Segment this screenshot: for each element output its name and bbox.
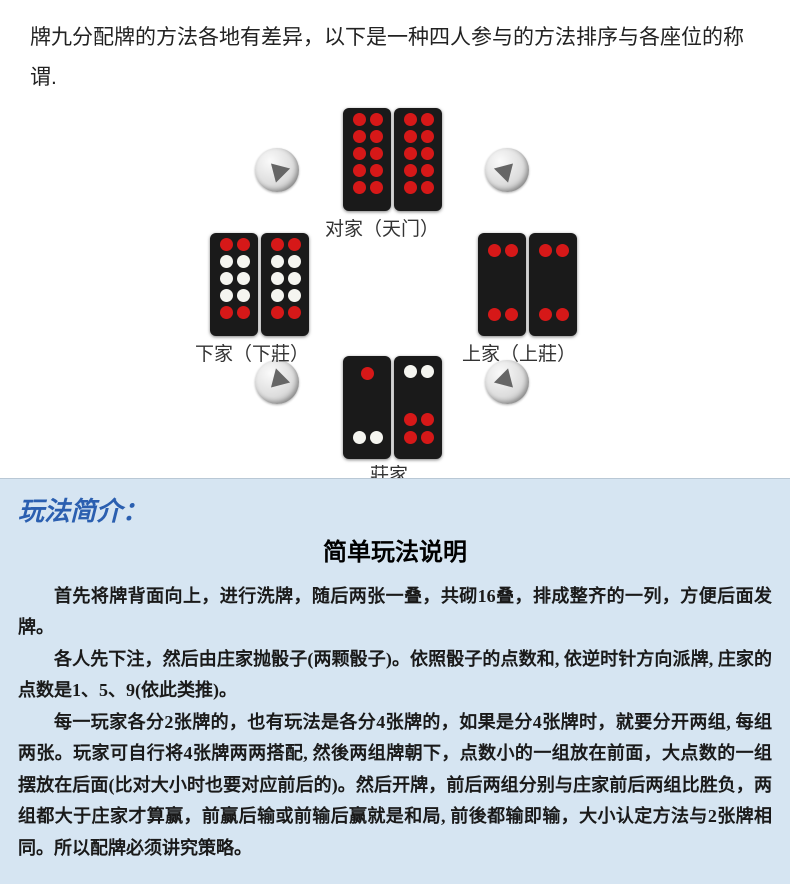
rules-heading: 玩法简介： [18,491,772,528]
tiles-bottom [343,356,442,459]
rules-p1: 首先将牌背面向上，进行洗牌，随后两张一叠，共砌16叠，排成整齐的一列，方便后面发… [18,581,772,644]
rules-p2: 各人先下注，然后由庄家抛骰子(两颗骰子)。依照骰子的点数和, 依逆时针方向派牌,… [18,644,772,707]
rules-title: 简单玩法说明 [18,532,772,567]
label-top: 对家（天门） [325,214,439,241]
intro-text: 牌九分配牌的方法各地有差异，以下是一种四人参与的方法排序与各座位的称谓. [30,18,760,98]
arrow-top-right [485,148,529,192]
tiles-right [478,233,577,336]
arrow-bottom-left [255,360,299,404]
label-right: 上家（上莊） [462,339,576,366]
arrow-top-left [255,148,299,192]
rules-p3: 每一玩家各分2张牌的，也有玩法是各分4张牌的，如果是分4张牌时，就要分开两组, … [18,707,772,865]
arrow-bottom-right [485,360,529,404]
tiles-left [210,233,309,336]
label-left: 下家（下莊） [195,339,309,366]
top-section: 牌九分配牌的方法各地有差异，以下是一种四人参与的方法排序与各座位的称谓. 对家（… [0,0,790,478]
seating-diagram: 对家（天门） 下家（下莊） 上家（上莊） 莊家 [30,98,760,478]
tiles-top [343,108,442,211]
rules-section: 玩法简介： 简单玩法说明 首先将牌背面向上，进行洗牌，随后两张一叠，共砌16叠，… [0,478,790,884]
